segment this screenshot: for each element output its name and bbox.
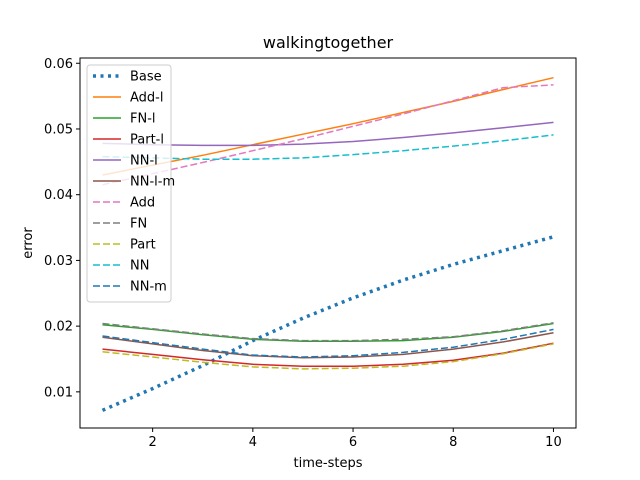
legend-label: FN <box>130 217 147 232</box>
series-line-add-l <box>102 76 554 176</box>
series-line-part-l <box>102 342 554 367</box>
series-line-part <box>102 343 554 370</box>
y-tick-label: 0.02 <box>44 320 73 335</box>
legend-box <box>86 64 172 303</box>
series-line-base <box>101 235 554 412</box>
series-line-nn-m <box>102 328 554 358</box>
legend-label: NN-l <box>130 154 158 169</box>
legend-label: NN <box>130 259 149 274</box>
x-axis-label: time-steps <box>294 456 363 471</box>
y-tick-label: 0.04 <box>44 188 73 203</box>
y-tick-label: 0.05 <box>44 122 73 137</box>
x-tick-label: 8 <box>449 435 457 450</box>
legend-label: Add-l <box>130 91 163 106</box>
legend: Base Add-l FN-l Part-l NN-l NN-l-m Add FN Part NN… <box>86 64 175 303</box>
legend-label: Base <box>130 70 162 85</box>
y-axis-label: error <box>21 227 36 259</box>
y-tick-label: 0.06 <box>44 57 73 72</box>
series-line-nn <box>102 134 554 160</box>
x-tick-label: 4 <box>249 435 257 450</box>
legend-label: Part <box>130 238 156 253</box>
legend-label: Part-l <box>130 133 164 148</box>
legend-label: NN-m <box>130 280 167 295</box>
legend-label: FN-l <box>130 112 156 127</box>
chart-title: walkingtogether <box>263 33 394 52</box>
series-line-fn <box>102 322 554 342</box>
plot-lines <box>101 76 554 412</box>
series-line-nn-l-m <box>102 331 554 359</box>
legend-label: Add <box>130 196 155 211</box>
y-tick-label: 0.03 <box>44 254 73 269</box>
y-tick-label: 0.01 <box>44 385 73 400</box>
y-axis: 0.01 0.02 0.03 0.04 0.05 0.06 <box>44 57 80 400</box>
x-tick-label: 10 <box>545 435 562 450</box>
legend-label: NN-l-m <box>130 175 175 190</box>
series-line-add <box>102 84 554 186</box>
x-axis: 2 4 6 8 10 <box>149 428 562 450</box>
x-tick-label: 6 <box>349 435 357 450</box>
plot-frame <box>79 57 577 429</box>
x-tick-label: 2 <box>149 435 157 450</box>
series-line-nn-l <box>102 121 554 147</box>
